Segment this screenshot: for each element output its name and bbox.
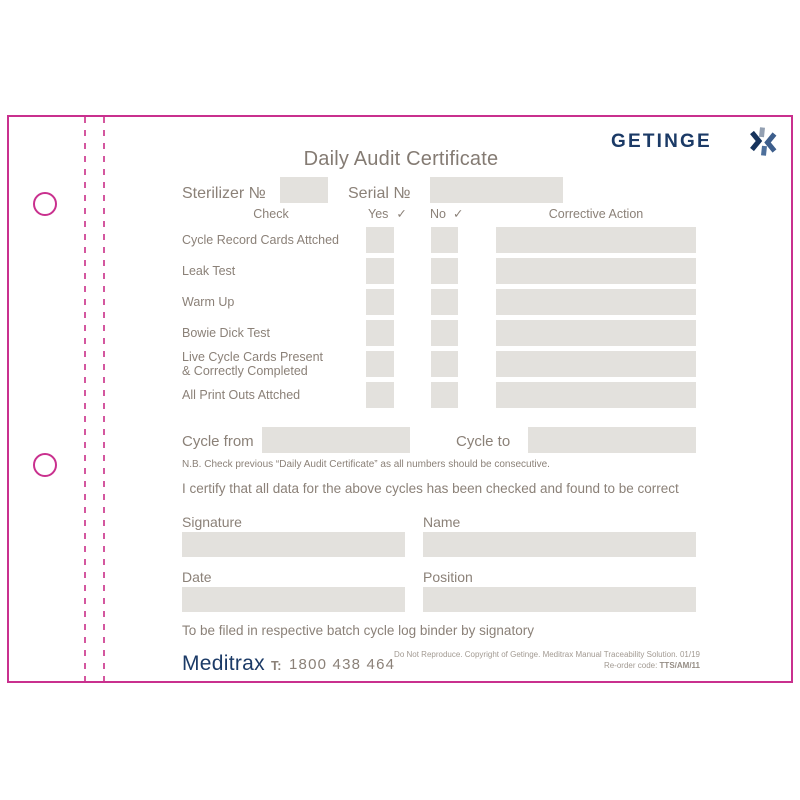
row-label-cycle-record-cards: Cycle Record Cards Attched [182, 233, 340, 247]
no-checkbox[interactable] [431, 227, 458, 253]
corrective-action-field[interactable] [496, 320, 696, 346]
cycle-from-field[interactable] [262, 427, 410, 453]
fine-print-line2: Re-order code: TTS/AM/11 [370, 660, 700, 671]
filing-note: To be filed in respective batch cycle lo… [182, 623, 534, 638]
punch-hole-top [33, 192, 57, 216]
column-header-corrective-action: Corrective Action [548, 207, 644, 221]
position-field[interactable] [423, 587, 696, 612]
sterilizer-field[interactable] [280, 177, 328, 203]
row-label-leak-test: Leak Test [182, 264, 236, 278]
corrective-action-field[interactable] [496, 351, 696, 377]
no-checkbox[interactable] [431, 351, 458, 377]
perforation-line-right [103, 117, 105, 681]
getinge-star-icon [750, 127, 777, 156]
row-label-line1: Live Cycle Cards Present [182, 350, 324, 364]
cycle-from-label: Cycle from [182, 433, 254, 450]
reorder-code-label: Re-order code: [603, 661, 660, 670]
no-checkbox[interactable] [431, 320, 458, 346]
signature-field[interactable] [182, 532, 405, 557]
yes-checkbox[interactable] [366, 351, 394, 377]
column-header-no: No ✓ [430, 207, 463, 222]
row-label-live-cycle-cards: Live Cycle Cards Present & Correctly Com… [182, 350, 323, 378]
signature-label: Signature [182, 514, 242, 530]
perforation-line-left [84, 117, 86, 681]
meditrax-logo-text: Meditrax [182, 652, 265, 675]
corrective-action-field[interactable] [496, 258, 696, 284]
fine-print-line1: Do Not Reproduce. Copyright of Getinge. … [394, 650, 700, 659]
check-mark-icon: ✓ [396, 207, 407, 221]
no-checkbox[interactable] [431, 382, 458, 408]
column-header-yes: Yes ✓ [368, 207, 407, 222]
name-field[interactable] [423, 532, 696, 557]
phone-number: 1800 438 464 [289, 656, 396, 673]
row-label-warm-up: Warm Up [182, 295, 235, 309]
no-checkbox[interactable] [431, 289, 458, 315]
row-label-bowie-dick-test: Bowie Dick Test [182, 326, 270, 340]
date-field[interactable] [182, 587, 405, 612]
page-title: Daily Audit Certificate [303, 148, 499, 170]
corrective-action-field[interactable] [496, 227, 696, 253]
reorder-code-value: TTS/AM/11 [659, 661, 700, 670]
yes-checkbox[interactable] [366, 258, 394, 284]
corrective-action-field[interactable] [496, 289, 696, 315]
row-label-line2: & Correctly Completed [182, 364, 308, 378]
check-mark-icon: ✓ [452, 207, 464, 221]
punch-hole-bottom [33, 453, 57, 477]
phone-prefix: T: [271, 659, 282, 673]
date-label: Date [182, 569, 212, 585]
getinge-logo-text: GETINGE [611, 131, 712, 152]
sterilizer-label: Sterilizer № [182, 185, 266, 202]
yes-checkbox[interactable] [366, 289, 394, 315]
certify-statement: I certify that all data for the above cy… [182, 481, 679, 496]
position-label: Position [423, 569, 473, 585]
fine-print: Do Not Reproduce. Copyright of Getinge. … [370, 649, 700, 671]
certificate-card-border [7, 115, 793, 683]
no-header-label: No [430, 207, 446, 221]
column-header-check: Check [253, 207, 289, 221]
no-checkbox[interactable] [431, 258, 458, 284]
yes-checkbox[interactable] [366, 320, 394, 346]
serial-label: Serial № [348, 185, 411, 202]
cycle-to-label: Cycle to [456, 433, 511, 450]
row-label-all-print-outs: All Print Outs Attched [182, 388, 301, 402]
serial-field[interactable] [430, 177, 563, 203]
cycle-to-field[interactable] [528, 427, 696, 453]
corrective-action-field[interactable] [496, 382, 696, 408]
yes-checkbox[interactable] [366, 227, 394, 253]
yes-header-label: Yes [368, 207, 389, 221]
name-label: Name [423, 514, 461, 530]
yes-checkbox[interactable] [366, 382, 394, 408]
nb-note: N.B. Check previous “Daily Audit Certifi… [182, 459, 550, 470]
